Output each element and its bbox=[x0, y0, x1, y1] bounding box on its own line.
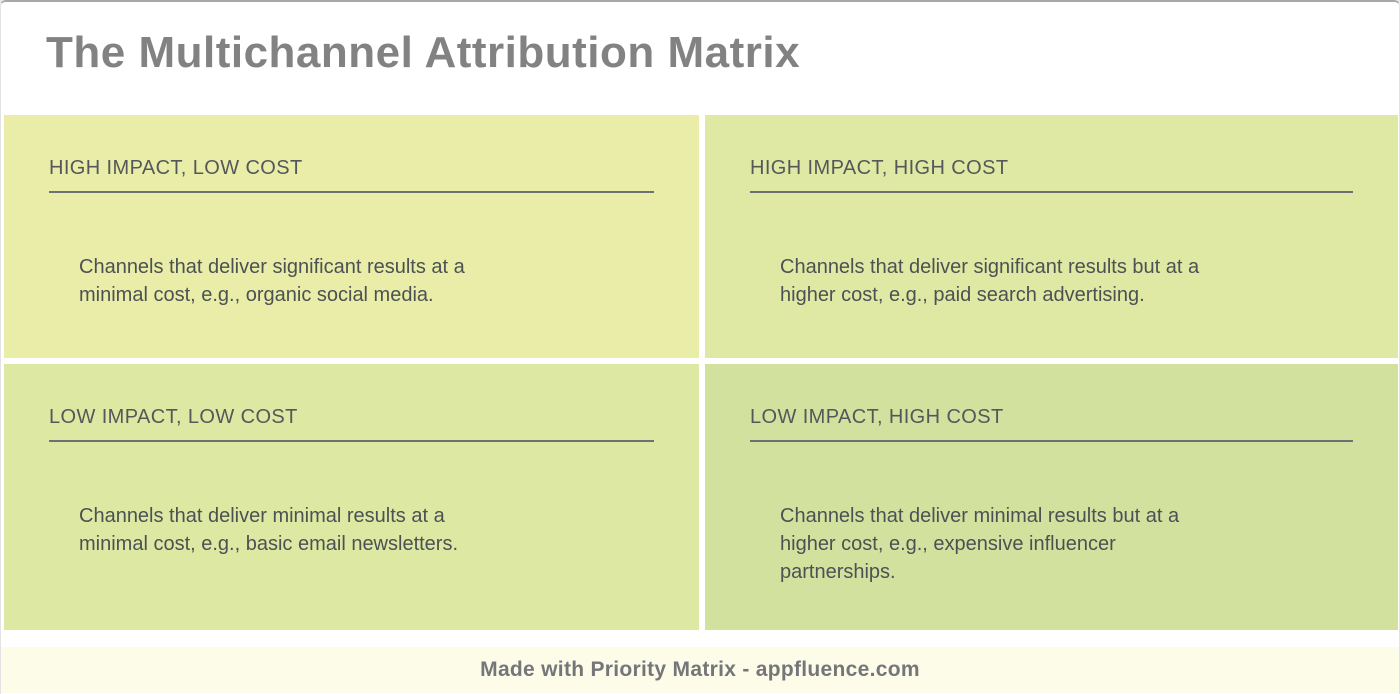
matrix-grid: HIGH IMPACT, LOW COST Channels that deli… bbox=[1, 115, 1399, 630]
quadrant-low-impact-low-cost: LOW IMPACT, LOW COST Channels that deliv… bbox=[4, 364, 699, 630]
footer-divider bbox=[1, 630, 1399, 647]
quadrant-description: Channels that deliver significant result… bbox=[780, 256, 1200, 306]
quadrant-title: HIGH IMPACT, HIGH COST bbox=[750, 157, 1009, 179]
quadrant-title-underline bbox=[750, 440, 1353, 442]
quadrant-low-impact-high-cost: LOW IMPACT, HIGH COST Channels that deli… bbox=[705, 364, 1398, 630]
quadrant-description: Channels that deliver minimal results at… bbox=[79, 505, 459, 555]
page-title: The Multichannel Attribution Matrix bbox=[46, 28, 801, 77]
quadrant-title-underline bbox=[49, 191, 654, 193]
quadrant-description: Channels that deliver minimal results bu… bbox=[780, 505, 1180, 583]
quadrant-high-impact-low-cost: HIGH IMPACT, LOW COST Channels that deli… bbox=[4, 115, 699, 358]
footer: Made with Priority Matrix - appfluence.c… bbox=[1, 647, 1399, 693]
quadrant-high-impact-high-cost: HIGH IMPACT, HIGH COST Channels that del… bbox=[705, 115, 1398, 358]
quadrant-title: LOW IMPACT, HIGH COST bbox=[750, 406, 1004, 428]
quadrant-title: HIGH IMPACT, LOW COST bbox=[49, 157, 303, 179]
quadrant-description: Channels that deliver significant result… bbox=[79, 256, 465, 306]
quadrant-title-underline bbox=[750, 191, 1353, 193]
header: The Multichannel Attribution Matrix bbox=[1, 2, 1399, 115]
quadrant-title: LOW IMPACT, LOW COST bbox=[49, 406, 298, 428]
footer-credit: Made with Priority Matrix - appfluence.c… bbox=[480, 658, 920, 681]
quadrant-title-underline bbox=[49, 440, 654, 442]
